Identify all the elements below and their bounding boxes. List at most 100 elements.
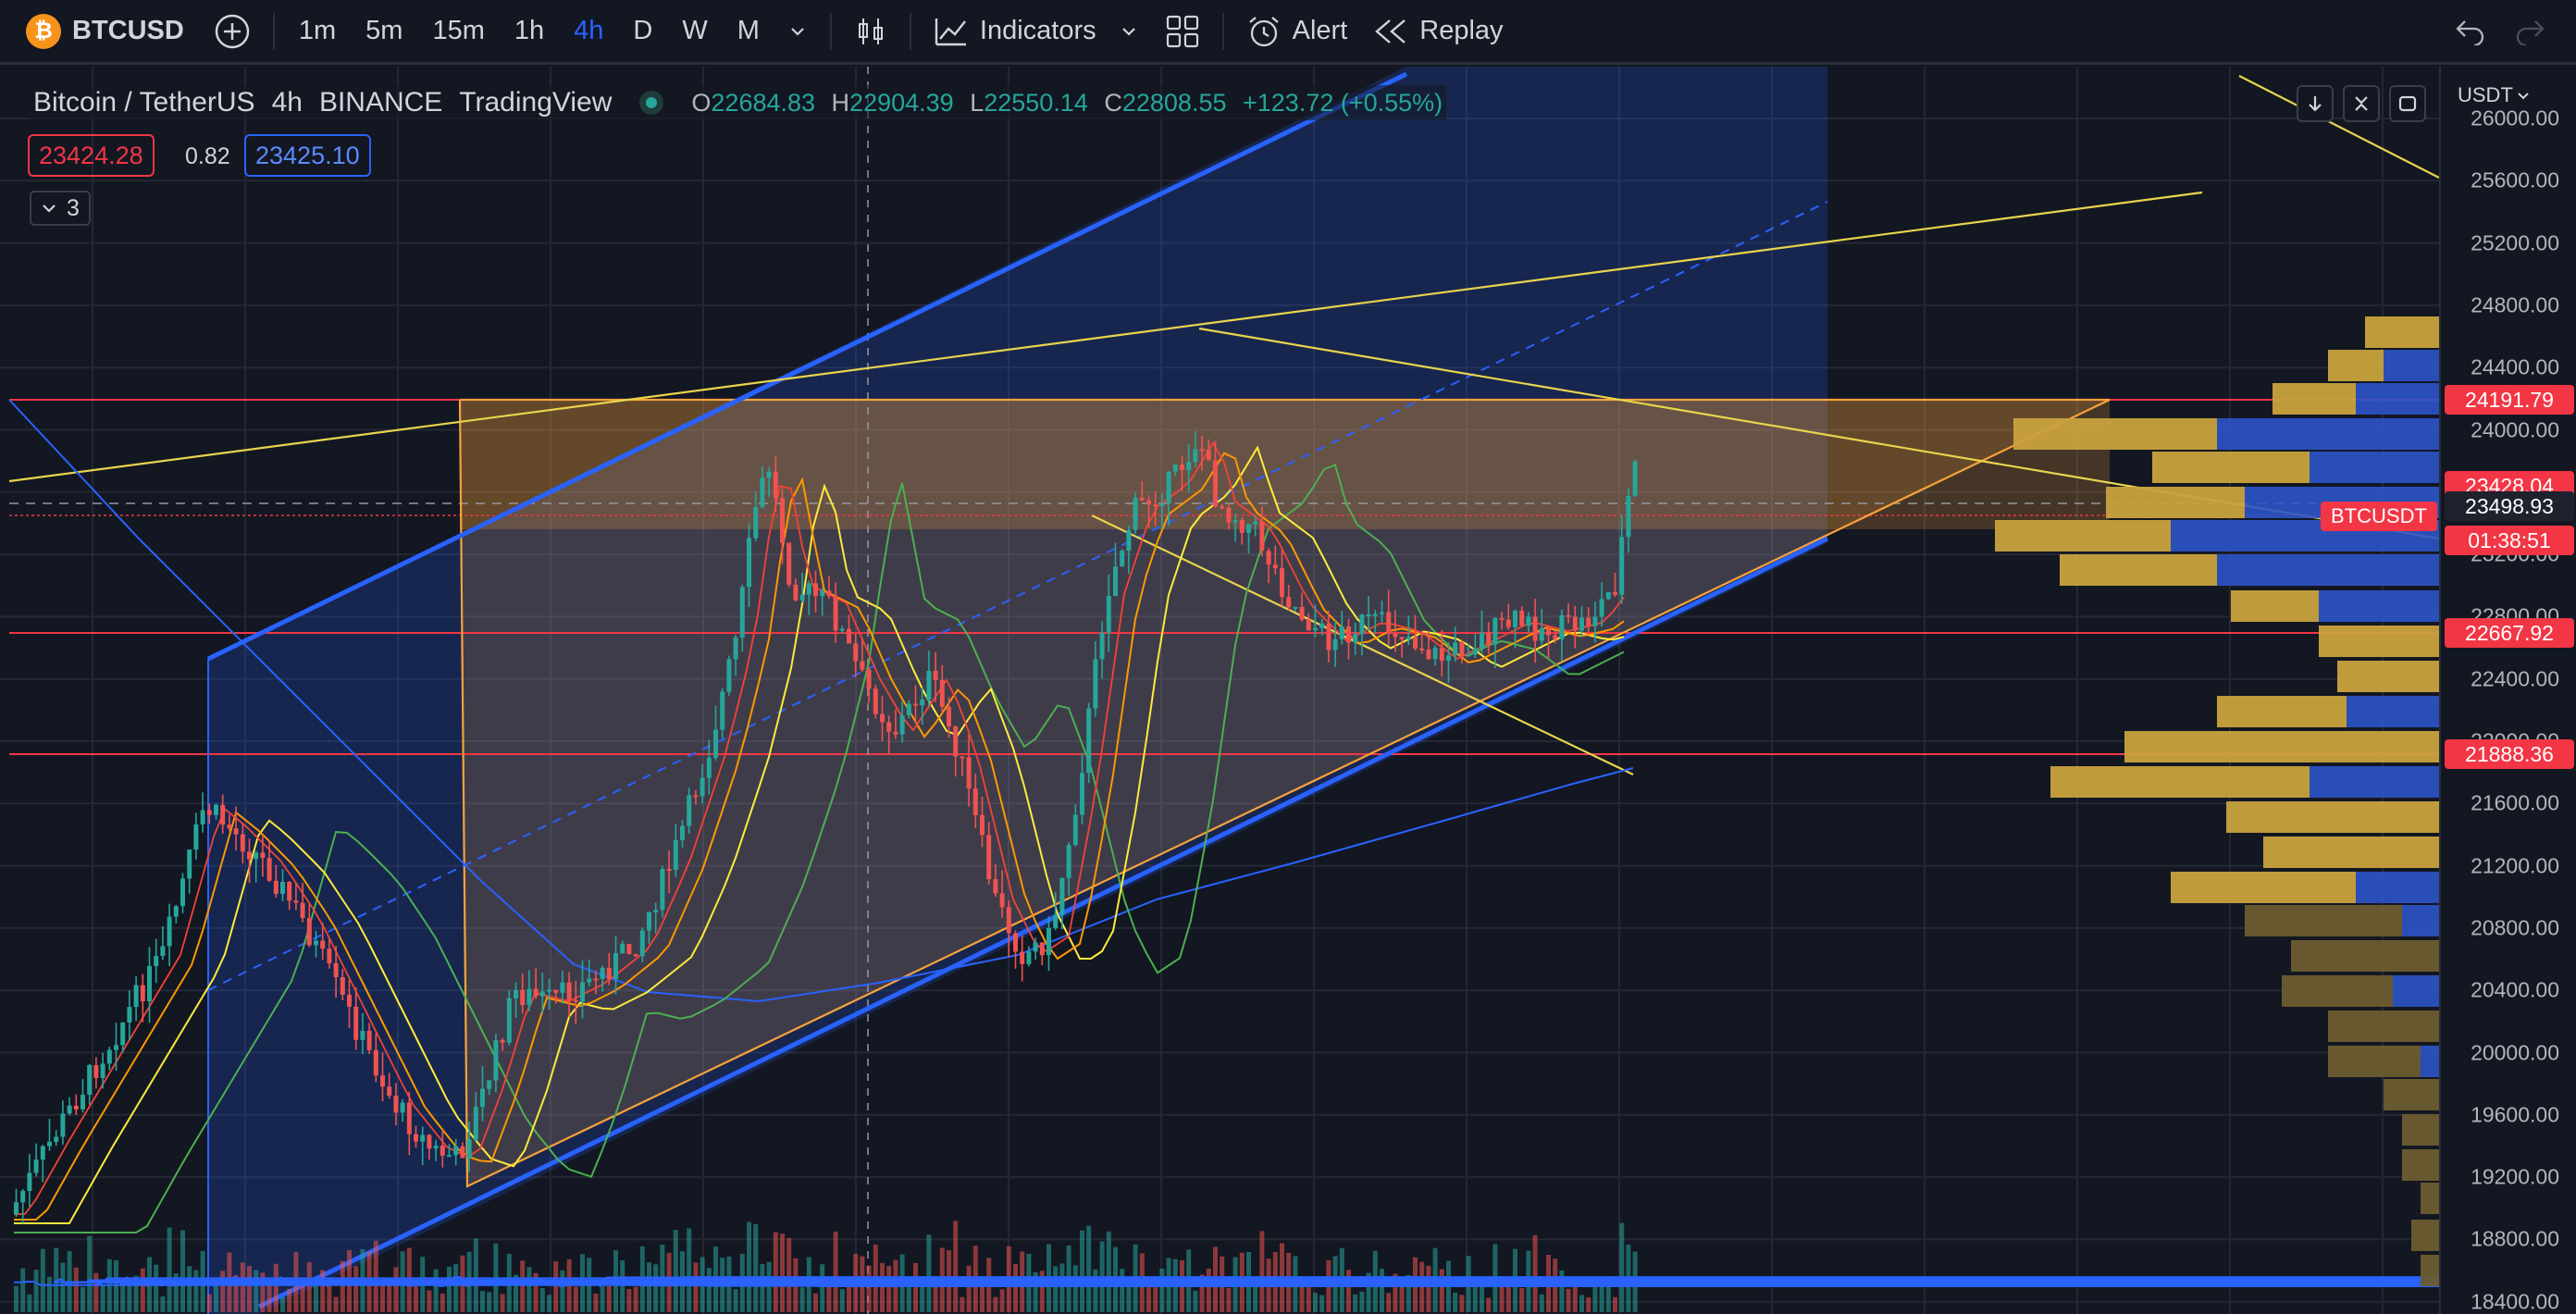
candle-body	[726, 659, 732, 692]
candle-body	[747, 538, 751, 588]
candle-body	[613, 953, 618, 980]
price-tick-label: 26000.00	[2471, 105, 2559, 130]
close-value: 22808.55	[1121, 88, 1227, 117]
interval-4h[interactable]: 4h	[574, 16, 604, 45]
candle-body	[780, 498, 785, 543]
spread-value: 0.82	[185, 143, 230, 169]
candle-body	[886, 722, 892, 732]
chart-type-button[interactable]	[841, 0, 900, 64]
replay-button[interactable]: Replay	[1360, 0, 1516, 64]
grid-layout-icon	[1166, 15, 1198, 47]
candle-body	[606, 967, 612, 980]
candle-body	[340, 977, 345, 995]
volume-bar	[254, 1270, 259, 1312]
volume-bar	[1613, 1296, 1617, 1312]
volume-bar	[347, 1249, 352, 1312]
volume-profile-down	[2365, 316, 2439, 348]
candle-body	[533, 988, 539, 997]
candle-body	[154, 955, 159, 967]
candle-body	[314, 940, 318, 946]
candle-body	[593, 978, 599, 981]
volume-bar	[920, 1276, 925, 1312]
candle-body	[27, 1172, 32, 1191]
candle-body	[1213, 460, 1218, 507]
price-tick-label: 24000.00	[2471, 417, 2559, 441]
price-tag-2: 23498.93	[2445, 491, 2574, 521]
volume-bar	[653, 1264, 659, 1312]
volume-bar	[593, 1293, 599, 1312]
volume-bar	[1106, 1231, 1111, 1312]
collapse-panel-button[interactable]	[2343, 85, 2380, 122]
candle-body	[54, 1136, 59, 1142]
indicators-button[interactable]: Indicators	[921, 0, 1152, 64]
volume-profile-down	[2328, 1046, 2421, 1077]
volume-bar	[327, 1278, 332, 1312]
candle-body	[1220, 506, 1225, 509]
candle-body	[713, 729, 718, 758]
candle-body	[333, 962, 339, 978]
candle-body	[33, 1159, 39, 1173]
candle-body	[806, 583, 811, 595]
market-status-icon[interactable]	[639, 91, 664, 115]
redo-button[interactable]	[2500, 0, 2559, 64]
legend-pair[interactable]: Bitcoin / TetherUS	[33, 87, 255, 118]
volume-bar	[220, 1271, 226, 1312]
volume-bar	[80, 1286, 85, 1312]
candle-body	[799, 594, 805, 601]
candle-body	[420, 1134, 426, 1142]
interval-1m[interactable]: 1m	[298, 16, 337, 45]
candle-body	[739, 587, 745, 638]
price-tick-label: 18800.00	[2471, 1226, 2559, 1251]
candle-body	[1432, 648, 1438, 660]
candle-body	[1113, 566, 1118, 597]
toolbar-divider	[829, 12, 832, 50]
candle-body	[1539, 628, 1544, 641]
candle-body	[926, 670, 932, 700]
candle-body	[1566, 614, 1571, 617]
interval-15m[interactable]: 15m	[432, 16, 485, 45]
volume-bar	[1466, 1256, 1471, 1312]
price-axis[interactable]: USDT 26000.00 25600.00 25200.00 24800.00 244…	[2439, 67, 2576, 1314]
layouts-button[interactable]	[1152, 0, 1213, 64]
interval-w[interactable]: W	[682, 16, 708, 45]
symbol-search-button[interactable]: BTCUSD	[72, 16, 184, 45]
interval-5m[interactable]: 5m	[365, 16, 403, 45]
maximize-panel-button[interactable]	[2389, 85, 2426, 122]
interval-1h[interactable]: 1h	[514, 16, 545, 45]
volume-bar	[180, 1230, 185, 1312]
candle-body	[1559, 614, 1565, 639]
interval-d[interactable]: D	[633, 16, 653, 45]
candle-body	[1293, 606, 1298, 609]
volume-bar	[54, 1247, 59, 1312]
interval-m[interactable]: M	[737, 16, 760, 45]
indicators-collapse-button[interactable]: 3	[30, 191, 91, 226]
candle-body	[953, 725, 959, 757]
price-chart-canvas[interactable]	[0, 67, 2439, 1314]
candle-body	[873, 688, 878, 714]
compare-symbol-button[interactable]	[201, 0, 264, 64]
candle-body	[500, 1040, 505, 1043]
buy-price-button[interactable]: 23425.10	[244, 134, 371, 177]
candle-body	[260, 852, 266, 859]
volume-profile-down	[2050, 766, 2310, 798]
candle-body	[580, 982, 585, 1002]
volume-bar	[1072, 1265, 1078, 1312]
volume-bar	[306, 1262, 312, 1312]
scroll-to-latest-button[interactable]	[2297, 85, 2334, 122]
sell-price-button[interactable]: 23424.28	[28, 134, 155, 177]
currency-selector[interactable]: USDT	[2458, 83, 2530, 107]
candle-body	[406, 1102, 412, 1134]
candle-body	[966, 757, 972, 789]
volume-bar	[1519, 1287, 1525, 1312]
ma-line-green	[14, 464, 1625, 1233]
top-toolbar: ₿ BTCUSD 1m 5m 15m 1h 4h D W M Indicators Alert	[0, 0, 2576, 65]
volume-profile-down	[2328, 350, 2384, 381]
candle-body	[853, 643, 859, 662]
interval-dropdown-button[interactable]	[774, 0, 821, 64]
candle-body	[986, 835, 992, 880]
undo-button[interactable]	[2441, 0, 2500, 64]
alert-button[interactable]: Alert	[1233, 0, 1361, 64]
candle-body	[539, 991, 545, 997]
volume-bar	[1386, 1293, 1392, 1312]
candle-body	[466, 1139, 472, 1159]
